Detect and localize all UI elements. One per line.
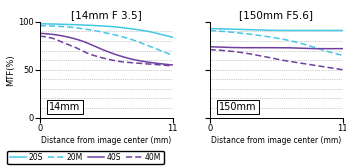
X-axis label: Distance from image center (mm): Distance from image center (mm) [41, 136, 171, 145]
Text: 150mm: 150mm [219, 102, 256, 112]
Title: [14mm F 3.5]: [14mm F 3.5] [71, 10, 142, 20]
Legend: 20S, 20M, 40S, 40M: 20S, 20M, 40S, 40M [7, 151, 164, 164]
Text: 14mm: 14mm [49, 102, 80, 112]
X-axis label: Distance from image center (mm): Distance from image center (mm) [211, 136, 341, 145]
Y-axis label: MTF(%): MTF(%) [6, 54, 15, 86]
Title: [150mm F5.6]: [150mm F5.6] [239, 10, 313, 20]
